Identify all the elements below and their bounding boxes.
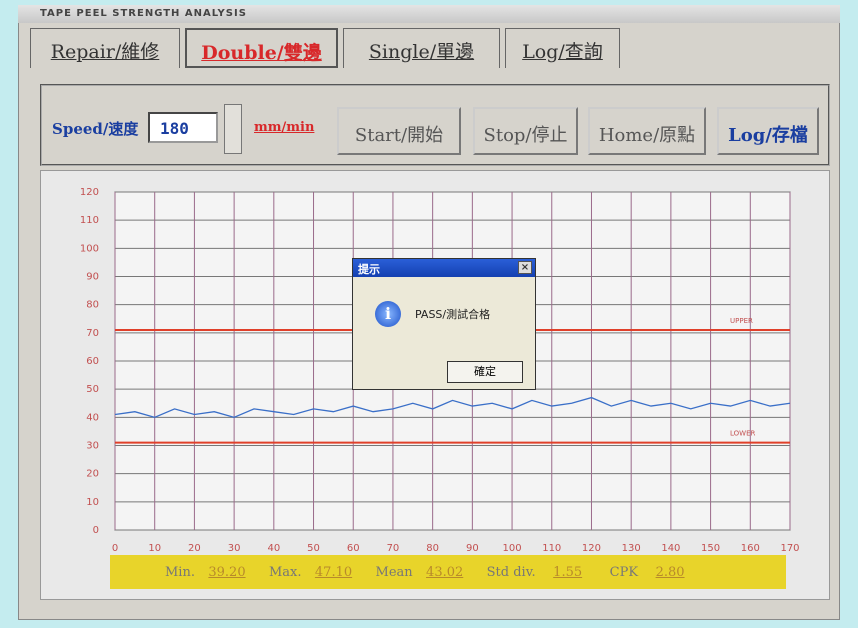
y-tick-label: 0	[93, 525, 99, 536]
stat-label: Mean	[376, 565, 413, 580]
dialog-title: 提示	[353, 259, 535, 277]
y-tick-label: 90	[86, 272, 99, 283]
y-tick-label: 40	[86, 412, 99, 423]
x-tick-label: 0	[112, 543, 118, 554]
y-tick-label: 20	[86, 469, 99, 480]
x-tick-label: 140	[661, 543, 680, 554]
stat-label: CPK	[610, 565, 638, 580]
x-tick-label: 60	[347, 543, 360, 554]
x-tick-label: 160	[741, 543, 760, 554]
screen: TAPE PEEL STRENGTH ANALYSIS Repair/維修Dou…	[0, 0, 858, 628]
x-tick-label: 100	[503, 543, 522, 554]
dialog-message: PASS/測試合格	[415, 306, 490, 322]
x-tick-label: 90	[466, 543, 479, 554]
y-tick-label: 80	[86, 300, 99, 311]
stats-bar: Min. 39.20 Max. 47.10 Mean 43.02 Std div. 1.55 C…	[110, 555, 786, 589]
dialog: 提示 × i PASS/測試合格 確定	[352, 258, 536, 390]
info-icon: i	[375, 301, 401, 327]
y-tick-label: 30	[86, 441, 99, 452]
x-tick-label: 70	[387, 543, 400, 554]
x-tick-label: 30	[228, 543, 241, 554]
x-tick-label: 20	[188, 543, 201, 554]
stat-label: Std div.	[487, 565, 536, 580]
y-tick-label: 120	[80, 187, 99, 198]
stat-value: 39.20	[207, 565, 247, 580]
y-tick-label: 110	[80, 215, 99, 226]
x-tick-label: 50	[307, 543, 320, 554]
x-tick-label: 40	[267, 543, 280, 554]
y-tick-label: 50	[86, 384, 99, 395]
dialog-button[interactable]: 確定	[447, 361, 523, 383]
reference-label: LOWER	[730, 430, 756, 438]
stat-label: Min.	[165, 565, 195, 580]
x-tick-label: 80	[426, 543, 439, 554]
x-tick-label: 170	[780, 543, 799, 554]
x-tick-label: 120	[582, 543, 601, 554]
x-tick-label: 150	[701, 543, 720, 554]
reference-label: UPPER	[730, 317, 753, 325]
stat-value: 43.02	[425, 565, 465, 580]
dialog-close[interactable]: ×	[518, 261, 532, 274]
x-tick-label: 110	[542, 543, 561, 554]
x-tick-label: 130	[622, 543, 641, 554]
stat-value: 1.55	[548, 565, 588, 580]
x-tick-label: 10	[148, 543, 161, 554]
y-tick-label: 70	[86, 328, 99, 339]
stat-value: 2.80	[650, 565, 690, 580]
y-tick-label: 10	[86, 497, 99, 508]
stat-label: Max.	[269, 565, 302, 580]
y-tick-label: 60	[86, 356, 99, 367]
y-tick-label: 100	[80, 243, 99, 254]
stat-value: 47.10	[314, 565, 354, 580]
